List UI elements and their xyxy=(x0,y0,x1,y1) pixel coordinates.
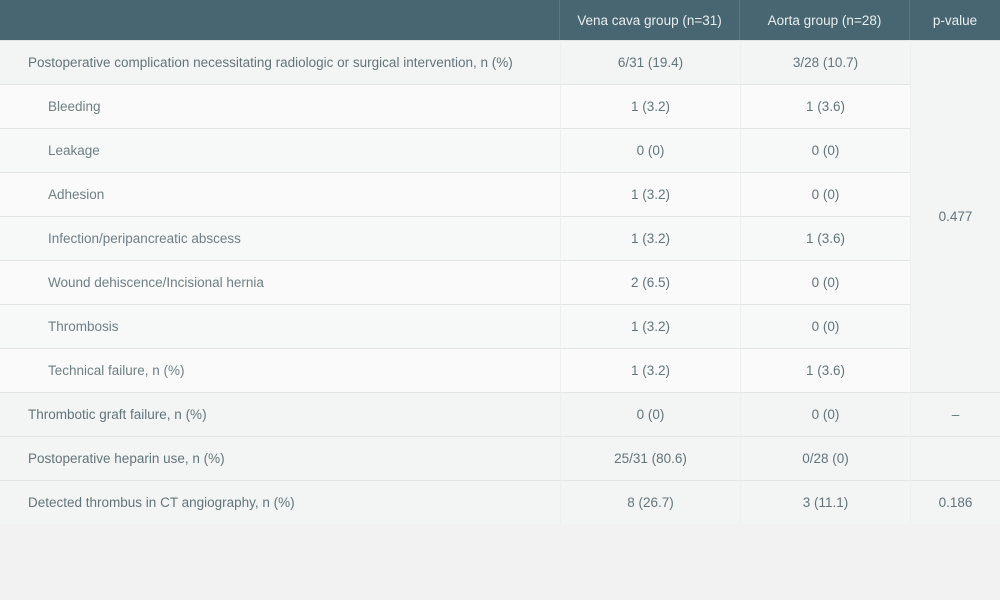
cell-ao: 0 (0) xyxy=(740,392,910,436)
table-card: Vena cava group (n=31) Aorta group (n=28… xyxy=(0,0,1000,524)
col-header-aorta: Aorta group (n=28) xyxy=(740,0,910,40)
row-label: Thrombosis xyxy=(0,319,560,334)
cell-ao: 3/28 (10.7) xyxy=(740,40,910,84)
cell-pvalue-span: 0.477 xyxy=(910,40,1000,392)
cell-ao: 0 (0) xyxy=(740,260,910,304)
cell-ao: 0 (0) xyxy=(740,304,910,348)
cell-ao: 3 (11.1) xyxy=(740,480,910,524)
cell-vc: 6/31 (19.4) xyxy=(560,40,740,84)
cell-vc: 1 (3.2) xyxy=(560,216,740,260)
cell-vc: 8 (26.7) xyxy=(560,480,740,524)
cell-vc: 2 (6.5) xyxy=(560,260,740,304)
table-row: Leakage 0 (0) 0 (0) xyxy=(0,128,1000,172)
table-row: Postoperative complication necessitating… xyxy=(0,40,1000,84)
row-label: Thrombotic graft failure, n (%) xyxy=(0,407,560,422)
cell-vc: 1 (3.2) xyxy=(560,84,740,128)
row-label: Postoperative complication necessitating… xyxy=(0,55,560,70)
table-row: Wound dehiscence/Incisional hernia 2 (6.… xyxy=(0,260,1000,304)
cell-vc: 1 (3.2) xyxy=(560,348,740,392)
col-header-venacava: Vena cava group (n=31) xyxy=(560,0,740,40)
cell-vc: 1 (3.2) xyxy=(560,304,740,348)
cell-pvalue xyxy=(910,436,1000,480)
cell-vc: 25/31 (80.6) xyxy=(560,436,740,480)
cell-ao: 0 (0) xyxy=(740,128,910,172)
cell-pvalue: – xyxy=(910,392,1000,436)
row-label: Infection/peripancreatic abscess xyxy=(0,231,560,246)
row-label: Detected thrombus in CT angiography, n (… xyxy=(0,495,560,510)
table-row: Bleeding 1 (3.2) 1 (3.6) xyxy=(0,84,1000,128)
row-label: Bleeding xyxy=(0,99,560,114)
row-label: Leakage xyxy=(0,143,560,158)
row-label: Postoperative heparin use, n (%) xyxy=(0,451,560,466)
col-header-label xyxy=(0,0,560,40)
table-row: Technical failure, n (%) 1 (3.2) 1 (3.6) xyxy=(0,348,1000,392)
table-row: Postoperative heparin use, n (%) 25/31 (… xyxy=(0,436,1000,480)
table-row: Detected thrombus in CT angiography, n (… xyxy=(0,480,1000,524)
row-label: Adhesion xyxy=(0,187,560,202)
row-label: Technical failure, n (%) xyxy=(0,363,560,378)
cell-pvalue: 0.186 xyxy=(910,480,1000,524)
cell-ao: 1 (3.6) xyxy=(740,348,910,392)
table-row: Thrombosis 1 (3.2) 0 (0) xyxy=(0,304,1000,348)
row-label: Wound dehiscence/Incisional hernia xyxy=(0,275,560,290)
table-header: Vena cava group (n=31) Aorta group (n=28… xyxy=(0,0,1000,40)
cell-ao: 1 (3.6) xyxy=(740,84,910,128)
table-row: Infection/peripancreatic abscess 1 (3.2)… xyxy=(0,216,1000,260)
results-table: Vena cava group (n=31) Aorta group (n=28… xyxy=(0,0,1000,524)
table-row: Adhesion 1 (3.2) 0 (0) xyxy=(0,172,1000,216)
cell-vc: 0 (0) xyxy=(560,128,740,172)
table-body: Postoperative complication necessitating… xyxy=(0,40,1000,524)
cell-vc: 1 (3.2) xyxy=(560,172,740,216)
cell-ao: 0 (0) xyxy=(740,172,910,216)
cell-vc: 0 (0) xyxy=(560,392,740,436)
table-row: Thrombotic graft failure, n (%) 0 (0) 0 … xyxy=(0,392,1000,436)
col-header-pvalue: p-value xyxy=(910,0,1000,40)
cell-ao: 0/28 (0) xyxy=(740,436,910,480)
cell-ao: 1 (3.6) xyxy=(740,216,910,260)
